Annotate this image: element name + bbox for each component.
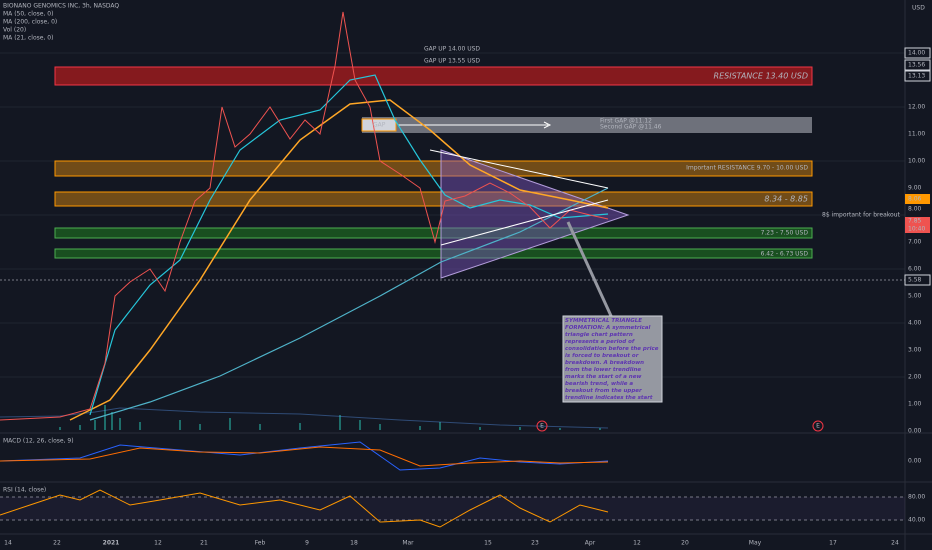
- resistance-zone: [54, 66, 813, 86]
- price-tag: [904, 47, 931, 59]
- time-label: 20: [681, 540, 689, 547]
- price-label: 8.06: [908, 196, 922, 203]
- price-label: 5.00: [908, 293, 922, 300]
- ma-200: [89, 187, 609, 421]
- earnings-marker: [536, 420, 548, 432]
- zone-label: 7.23 - 7.50 USD: [761, 230, 809, 237]
- trendline: [440, 199, 609, 246]
- rsi-line: [0, 489, 609, 528]
- price-label: 5.58: [908, 277, 922, 284]
- price-label: 14.00: [908, 50, 925, 57]
- price-label: 13.13: [908, 73, 925, 80]
- gap-up: GAP UP 13.55 USD: [424, 58, 480, 65]
- zone-label: 6.42 - 6.73 USD: [761, 251, 809, 258]
- gap-note: First GAP @11.12: [600, 118, 652, 125]
- important-zone: [54, 160, 813, 177]
- symbol: BIONANO GENOMICS INC, 3h, NASDAQ: [3, 3, 119, 10]
- volume-ma: [0, 407, 609, 429]
- price-tag: [905, 217, 930, 233]
- zone-label: RESISTANCE 13.40 USD: [714, 72, 808, 81]
- earnings-marker: [812, 420, 824, 432]
- earnings-label: E: [540, 423, 544, 430]
- time-label: 17: [829, 540, 837, 547]
- zone-label: Important RESISTANCE 9.70 - 10.00 USD: [686, 165, 808, 172]
- time-label: 2021: [103, 540, 120, 547]
- price-label: 12.00: [908, 104, 925, 111]
- price-label: 0.00: [908, 428, 922, 435]
- gap-label: GAP: [373, 122, 386, 129]
- price-tag: [904, 70, 931, 82]
- price-label: 7.00: [908, 239, 922, 246]
- macd-axis-label: 0.00: [908, 458, 922, 465]
- gap-up: GAP UP 14.00 USD: [424, 46, 480, 53]
- time-label: May: [749, 540, 762, 547]
- time-label: 21: [200, 540, 208, 547]
- price-label: 3.00: [908, 347, 922, 354]
- ma-50: [69, 99, 609, 421]
- green-zone: [54, 248, 813, 259]
- price-label: 7.85: [908, 218, 922, 225]
- time-label: 15: [484, 540, 492, 547]
- time-label: 9: [305, 540, 309, 547]
- indicator-label: MA (21, close, 0): [3, 35, 53, 42]
- price-label: 9.00: [908, 185, 922, 192]
- gap-box: [361, 118, 397, 132]
- callout-pointer: [566, 221, 614, 319]
- indicator-label: MA (50, close, 0): [3, 11, 53, 18]
- time-label: 14: [4, 540, 12, 547]
- time-label: Mar: [402, 540, 414, 547]
- price-tag: [904, 274, 931, 286]
- macd-label: MACD (12, 26, close, 9): [3, 438, 74, 445]
- price-label: 6.00: [908, 266, 922, 273]
- price-tag: [905, 194, 930, 204]
- price-label: 2.00: [908, 374, 922, 381]
- earnings-label: E: [816, 423, 820, 430]
- gap-arrow-head: [543, 121, 552, 129]
- price-label: 4.00: [908, 320, 922, 327]
- time-label: 23: [531, 540, 539, 547]
- indicator-label: MA (200, close, 0): [3, 19, 57, 26]
- rsi-axis-label: 40.00: [908, 517, 925, 524]
- time-label: Apr: [585, 540, 596, 547]
- breakout-note: 8$ important for breakout: [822, 212, 900, 219]
- note-box: [562, 315, 663, 403]
- macd-line: [0, 441, 609, 471]
- time-label: 24: [891, 540, 899, 547]
- price-tag: [904, 59, 931, 71]
- time-label: 18: [350, 540, 358, 547]
- signal-line: [0, 446, 609, 467]
- countdown: 10:40: [908, 226, 925, 233]
- gap-zone: [362, 117, 812, 133]
- time-label: 12: [154, 540, 162, 547]
- indicator-label: Vol (20): [3, 27, 26, 34]
- rsi-fill: [0, 497, 905, 520]
- note-wrapper: SYMMETRICAL TRIANGLE FORMATION: A symmet…: [565, 318, 659, 400]
- time-label: Feb: [255, 540, 266, 547]
- price-label: 1.00: [908, 401, 922, 408]
- rsi-axis-label: 80.00: [908, 494, 925, 501]
- triangle: [440, 149, 630, 279]
- trendline: [429, 149, 609, 189]
- rsi-label: RSI (14, close): [3, 487, 46, 494]
- triangle-note: SYMMETRICAL TRIANGLE FORMATION: A symmet…: [565, 318, 659, 400]
- price-label: 10.00: [908, 158, 925, 165]
- gap-note: Second GAP @11.46: [600, 124, 662, 131]
- price-label: 13.56: [908, 62, 925, 69]
- currency: USD: [912, 5, 925, 12]
- volume-bars: [59, 405, 601, 430]
- price-label: 11.00: [908, 131, 925, 138]
- price-line: [0, 11, 609, 421]
- zone-label: 8.34 - 8.85: [764, 195, 808, 204]
- price-label: 8.00: [908, 206, 922, 213]
- orange-zone: [54, 191, 813, 207]
- time-label: 12: [633, 540, 641, 547]
- time-label: 22: [53, 540, 61, 547]
- ma-21: [89, 74, 609, 416]
